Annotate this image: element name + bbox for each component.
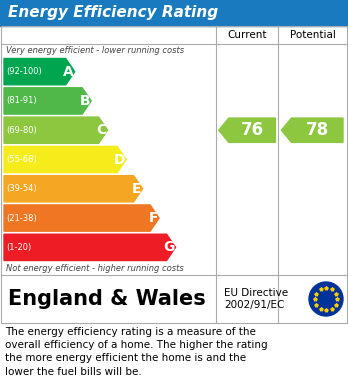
Circle shape xyxy=(309,282,343,316)
Text: Energy Efficiency Rating: Energy Efficiency Rating xyxy=(8,5,218,20)
Text: Not energy efficient - higher running costs: Not energy efficient - higher running co… xyxy=(6,264,184,273)
Text: G: G xyxy=(163,240,175,255)
Bar xyxy=(1,26,347,323)
Polygon shape xyxy=(4,146,126,173)
Text: (1-20): (1-20) xyxy=(6,243,31,252)
Text: (39-54): (39-54) xyxy=(6,184,37,193)
Text: Very energy efficient - lower running costs: Very energy efficient - lower running co… xyxy=(6,46,184,55)
Text: Current: Current xyxy=(227,30,267,40)
Bar xyxy=(0,0,348,26)
Text: 78: 78 xyxy=(306,121,329,139)
Text: F: F xyxy=(149,211,158,225)
Text: E: E xyxy=(132,182,142,196)
Text: A: A xyxy=(63,65,74,79)
Text: C: C xyxy=(96,123,106,137)
Polygon shape xyxy=(4,176,143,202)
Polygon shape xyxy=(4,59,75,85)
Polygon shape xyxy=(4,205,159,231)
Text: (69-80): (69-80) xyxy=(6,126,37,135)
Polygon shape xyxy=(219,118,275,142)
Text: England & Wales: England & Wales xyxy=(8,289,206,309)
Polygon shape xyxy=(4,234,175,260)
Polygon shape xyxy=(4,88,91,114)
Text: 2002/91/EC: 2002/91/EC xyxy=(224,300,284,310)
Text: (81-91): (81-91) xyxy=(6,97,37,106)
Text: EU Directive: EU Directive xyxy=(224,288,288,298)
Text: D: D xyxy=(114,152,125,167)
Text: (21-38): (21-38) xyxy=(6,213,37,222)
Polygon shape xyxy=(4,117,108,143)
Text: The energy efficiency rating is a measure of the
overall efficiency of a home. T: The energy efficiency rating is a measur… xyxy=(5,327,268,377)
Polygon shape xyxy=(282,118,343,142)
Text: (92-100): (92-100) xyxy=(6,67,42,76)
Text: B: B xyxy=(80,94,90,108)
Text: Potential: Potential xyxy=(290,30,336,40)
Text: 76: 76 xyxy=(240,121,264,139)
Text: (55-68): (55-68) xyxy=(6,155,37,164)
